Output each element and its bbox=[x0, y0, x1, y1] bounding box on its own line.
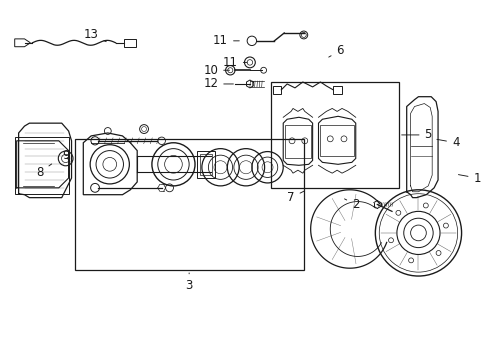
Text: 12: 12 bbox=[203, 77, 233, 90]
Text: 8: 8 bbox=[36, 164, 51, 179]
Bar bbox=[320, 125, 354, 157]
Text: 11: 11 bbox=[223, 56, 247, 69]
Text: 13: 13 bbox=[84, 28, 106, 42]
Bar bbox=[197, 150, 215, 178]
Text: 2: 2 bbox=[344, 198, 360, 211]
Bar bbox=[15, 137, 69, 194]
Text: 11: 11 bbox=[213, 34, 239, 48]
Text: 7: 7 bbox=[287, 191, 304, 204]
Bar bbox=[271, 82, 399, 188]
Text: 6: 6 bbox=[329, 44, 344, 57]
Text: 1: 1 bbox=[459, 171, 481, 185]
Text: 9: 9 bbox=[62, 149, 70, 162]
Text: 5: 5 bbox=[402, 129, 432, 141]
Text: 4: 4 bbox=[437, 136, 460, 149]
Bar bbox=[75, 139, 304, 270]
Text: 3: 3 bbox=[185, 273, 193, 292]
Bar bbox=[285, 125, 311, 158]
Text: 10: 10 bbox=[203, 64, 229, 77]
Bar bbox=[200, 153, 212, 175]
